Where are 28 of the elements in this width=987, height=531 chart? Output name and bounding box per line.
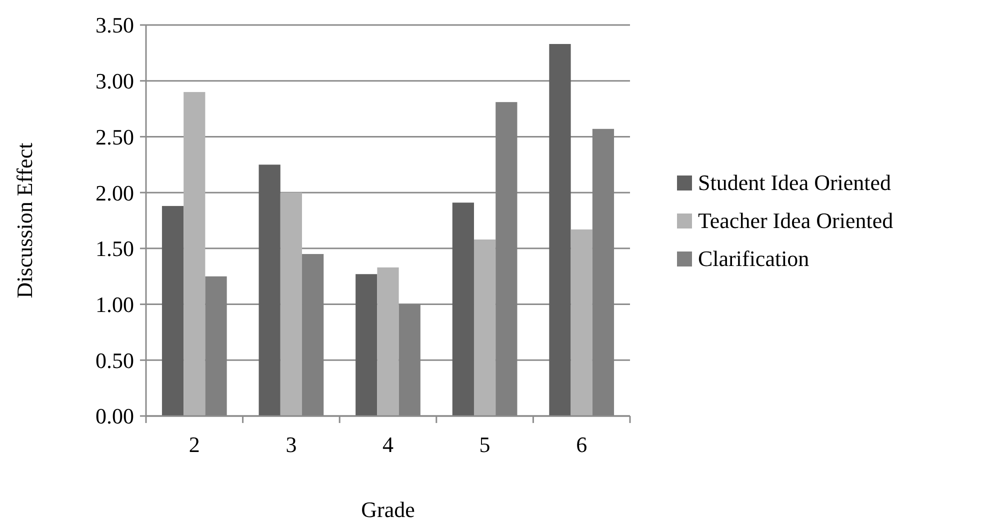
bar <box>474 239 496 416</box>
bar <box>570 229 592 416</box>
y-tick-label: 1.50 <box>96 236 134 262</box>
y-tick-label: 0.00 <box>96 404 134 429</box>
x-tick-label: 2 <box>188 432 200 457</box>
y-axis-title: Discussion Effect <box>12 142 37 298</box>
bar <box>258 164 280 416</box>
bar <box>280 192 302 416</box>
x-tick-label: 3 <box>286 432 297 457</box>
y-tick-label: 2.00 <box>96 180 134 206</box>
legend-label: Teacher Idea Oriented <box>698 208 894 234</box>
legend-label: Clarification <box>698 246 810 272</box>
x-tick-label: 6 <box>576 432 588 457</box>
bar <box>162 206 184 416</box>
legend-label: Student Idea Oriented <box>698 170 892 196</box>
bar <box>452 202 474 416</box>
y-tick-label: 3.00 <box>96 68 134 94</box>
x-tick-label: 4 <box>382 432 394 457</box>
x-axis-title: Grade <box>361 497 415 522</box>
bar <box>356 274 378 416</box>
x-tick-label: 5 <box>479 432 490 457</box>
bar <box>377 267 399 416</box>
y-tick-label: 3.50 <box>96 12 134 38</box>
bar <box>184 92 206 416</box>
y-tick-label: 1.00 <box>96 292 134 317</box>
y-tick-label: 2.50 <box>96 124 134 150</box>
bar <box>549 44 571 416</box>
y-tick-label: 0.50 <box>96 348 134 373</box>
